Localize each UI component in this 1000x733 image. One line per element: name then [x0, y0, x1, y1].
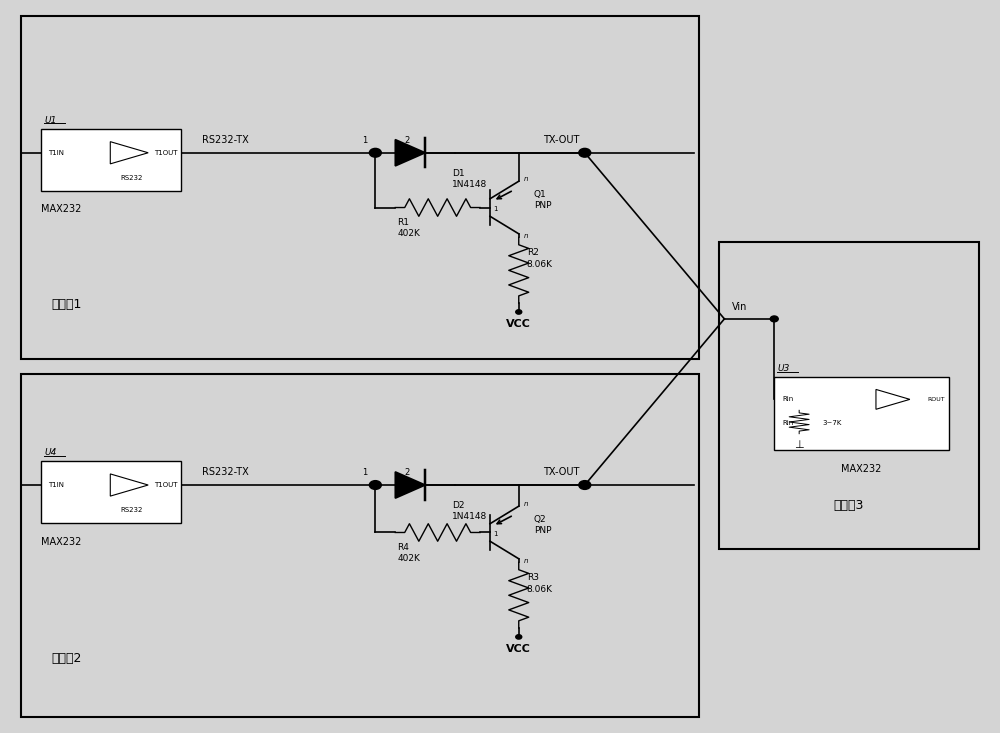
Text: PNP: PNP: [534, 526, 551, 535]
Circle shape: [579, 481, 591, 490]
Text: 1: 1: [362, 136, 367, 144]
Text: U3: U3: [777, 364, 790, 373]
Text: 1: 1: [362, 468, 367, 477]
Text: Q1: Q1: [534, 190, 546, 199]
Text: n: n: [524, 233, 528, 239]
Text: 计算机2: 计算机2: [51, 652, 82, 665]
Text: U1: U1: [44, 116, 57, 125]
Text: PNP: PNP: [534, 201, 551, 210]
Text: TX-OUT: TX-OUT: [543, 135, 580, 144]
Text: RS232-TX: RS232-TX: [202, 135, 249, 144]
Text: ⊥: ⊥: [794, 440, 804, 449]
Text: 计算机1: 计算机1: [51, 298, 82, 311]
Text: 1N4148: 1N4148: [452, 512, 487, 521]
Text: 1: 1: [493, 206, 498, 213]
Text: n: n: [524, 501, 528, 507]
Text: T1OUT: T1OUT: [154, 150, 178, 156]
Text: MAX232: MAX232: [41, 205, 82, 214]
Text: 1N4148: 1N4148: [452, 180, 487, 189]
Text: n: n: [524, 176, 528, 182]
Text: MAX232: MAX232: [841, 463, 882, 474]
Text: 2: 2: [405, 468, 410, 477]
Text: RS232: RS232: [121, 174, 143, 180]
Circle shape: [770, 316, 778, 322]
Text: 2: 2: [405, 136, 410, 144]
Text: T1IN: T1IN: [48, 482, 64, 488]
Text: 计算机3: 计算机3: [834, 498, 864, 512]
Text: 3~7K: 3~7K: [822, 420, 841, 426]
Circle shape: [369, 148, 381, 157]
Text: U4: U4: [44, 448, 57, 457]
Text: D1: D1: [452, 169, 465, 178]
Text: Rin: Rin: [782, 420, 793, 426]
Text: RS232-TX: RS232-TX: [202, 467, 249, 477]
Text: R2: R2: [527, 248, 539, 257]
Text: R1: R1: [397, 218, 409, 227]
Text: 402K: 402K: [397, 229, 420, 237]
Text: VCC: VCC: [506, 320, 531, 329]
Circle shape: [516, 635, 522, 639]
Text: ROUT: ROUT: [927, 397, 945, 402]
Text: TX-OUT: TX-OUT: [543, 467, 580, 477]
Text: VCC: VCC: [506, 644, 531, 655]
Text: R4: R4: [397, 543, 409, 553]
Text: 1: 1: [493, 531, 498, 537]
Text: MAX232: MAX232: [41, 537, 82, 547]
Bar: [41, 129, 181, 191]
Text: R3: R3: [527, 572, 539, 581]
Text: D2: D2: [452, 501, 465, 510]
Text: RS232: RS232: [121, 507, 143, 513]
Text: 8.06K: 8.06K: [527, 585, 553, 594]
Polygon shape: [395, 139, 425, 166]
Polygon shape: [395, 472, 425, 498]
Text: Vin: Vin: [732, 301, 748, 312]
Text: 402K: 402K: [397, 553, 420, 563]
Bar: [21, 374, 699, 717]
Text: Q2: Q2: [534, 515, 546, 524]
Bar: [41, 462, 181, 523]
Circle shape: [369, 481, 381, 490]
Text: n: n: [524, 558, 528, 564]
Circle shape: [516, 310, 522, 314]
Text: T1OUT: T1OUT: [154, 482, 178, 488]
Bar: [719, 243, 979, 549]
Bar: [21, 16, 699, 359]
Bar: [774, 377, 949, 451]
Text: T1IN: T1IN: [48, 150, 64, 156]
Text: Rin: Rin: [782, 397, 793, 402]
Circle shape: [579, 148, 591, 157]
Text: 8.06K: 8.06K: [527, 260, 553, 269]
